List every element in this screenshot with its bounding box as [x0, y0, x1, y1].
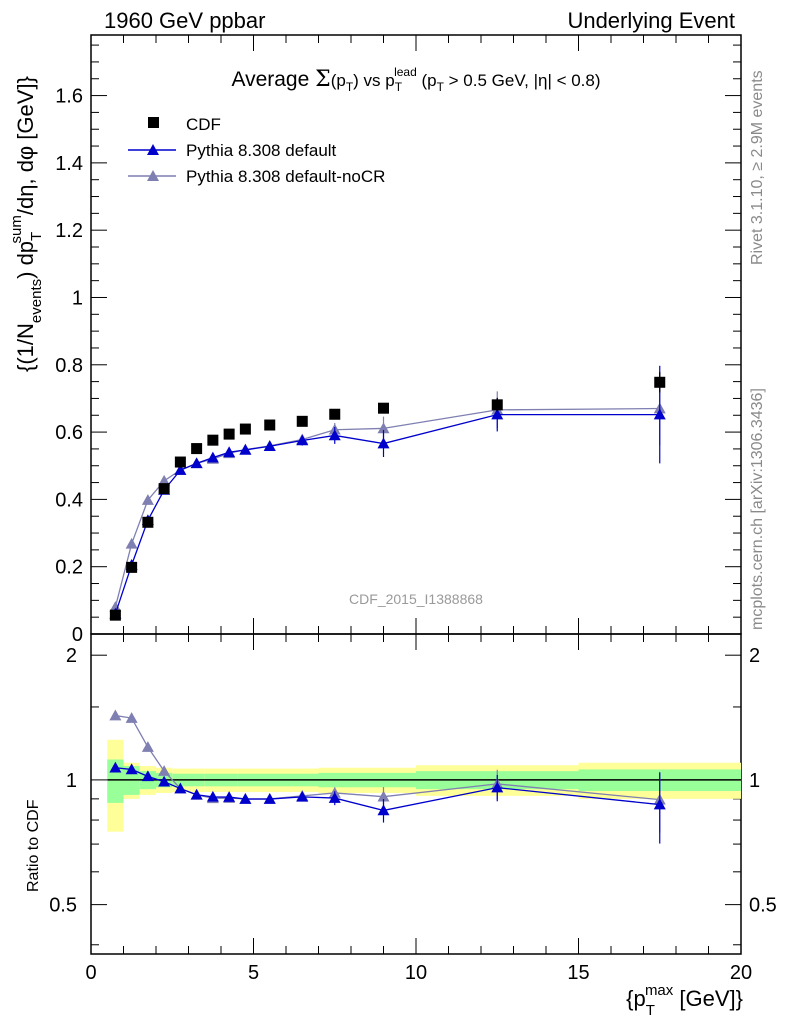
series-default-point	[491, 408, 504, 420]
ratio-series-default-point	[109, 761, 122, 773]
ratio-y-tick-label-right: 0.5	[749, 895, 777, 917]
data-point	[207, 434, 219, 446]
y-tick-label: 0.4	[55, 489, 83, 511]
series-nocr-point	[377, 422, 390, 434]
ratio-series-default-point	[223, 791, 236, 802]
legend-label-default: Pythia 8.308 default	[186, 141, 337, 160]
y-tick-label: 1	[72, 287, 83, 309]
ratio-series-nocr-point	[141, 741, 154, 752]
ratio-series-nocr-point	[109, 709, 122, 721]
series-default-point	[223, 446, 236, 458]
mcplots-label: mcplots.cern.ch [arXiv:1306.3436]	[749, 388, 766, 630]
series-default-point	[653, 408, 666, 420]
x-tick-label: 10	[405, 962, 427, 984]
ratio-series-default-point	[263, 793, 276, 804]
data-point	[174, 456, 186, 468]
series-default-point	[174, 464, 187, 475]
data-point	[378, 402, 389, 414]
series-nocr-point	[141, 494, 154, 505]
ratio-series-default-point	[296, 790, 309, 802]
series-default-point	[377, 437, 390, 449]
ratio-y-tick-label: 2	[66, 645, 77, 667]
analysis-watermark: CDF_2015_I1388868	[349, 591, 483, 607]
ratio-y-tick-label: 1	[66, 770, 77, 792]
ratio-series-default-point	[190, 788, 203, 800]
ratio-series-default-point	[125, 763, 138, 775]
data-point	[654, 376, 666, 388]
ratio-series-default-point	[206, 790, 219, 802]
legend-label-nocr: Pythia 8.308 default-noCR	[186, 167, 385, 186]
series-default-point	[239, 443, 252, 455]
data-point	[491, 399, 503, 411]
data-point	[191, 443, 203, 455]
series-default-point	[296, 434, 309, 446]
y-tick-label: 1.2	[55, 220, 83, 242]
plot-title: Average Σ(pT) vs pTlead (pT > 0.5 GeV, |…	[231, 65, 600, 94]
y-tick-label: 1.4	[55, 153, 83, 175]
y-tick-label: 0	[72, 624, 83, 646]
ratio-series-default-point	[653, 798, 666, 810]
rivet-version-label: Rivet 3.1.10, ≥ 2.9M events	[749, 70, 766, 265]
series-default-point	[328, 429, 341, 441]
ratio-y-tick-label: 0.5	[49, 895, 77, 917]
series-default-point	[206, 451, 219, 463]
series-default-point	[263, 440, 276, 452]
series-nocr-point	[125, 537, 138, 549]
main-ylabel: {(1/Nevents) dpTsum/dη, dφ [GeV]}	[8, 76, 45, 372]
ratio-series-default-point	[377, 804, 390, 816]
header-left: 1960 GeV ppbar	[104, 8, 265, 33]
data-point	[239, 423, 251, 435]
legend-label-cdf: CDF	[186, 115, 221, 134]
ratio-series-default-point	[328, 792, 341, 803]
main-layer	[109, 365, 666, 621]
series-nocr-line	[114, 407, 660, 608]
ratio-series-default-point	[239, 793, 252, 804]
y-tick-label: 0.2	[55, 557, 83, 579]
series-nocr-point	[158, 474, 171, 486]
series-nocr-point	[109, 601, 122, 612]
ratio-series-default-point	[141, 770, 154, 782]
data-point	[126, 561, 138, 573]
ratio-series-nocr-point	[377, 790, 390, 802]
x-axis-label: {pTmax [GeV]}	[626, 982, 743, 1019]
ratio-series-nocr-point	[125, 712, 138, 723]
data-point	[109, 609, 121, 621]
data-point	[158, 483, 170, 495]
x-tick-label: 20	[730, 962, 752, 984]
y-tick-label: 0.8	[55, 355, 83, 377]
ratio-series-default-point	[158, 775, 171, 787]
data-point	[142, 516, 154, 528]
x-tick-label: 0	[85, 962, 96, 984]
ratio-ylabel: Ratio to CDF	[25, 799, 42, 892]
x-tick-label: 5	[248, 962, 259, 984]
ratio-series-default-point	[491, 781, 504, 793]
data-point	[264, 419, 276, 431]
ratio-y-tick-label-right: 1	[749, 770, 760, 792]
x-tick-label: 15	[567, 962, 589, 984]
legend-marker-nocr	[147, 170, 159, 181]
ratio-series-default-point	[174, 782, 187, 794]
legend-marker-default	[147, 144, 159, 155]
y-tick-label: 0.6	[55, 422, 83, 444]
data-point	[296, 415, 308, 427]
ratio-series-nocr-point	[158, 765, 171, 776]
data-point	[329, 408, 341, 420]
ratio-layer	[107, 709, 741, 844]
header-right: Underlying Event	[567, 8, 735, 33]
legend-marker-cdf	[148, 117, 159, 128]
series-default-point	[190, 457, 203, 469]
ratio-y-tick-label-right: 2	[749, 645, 760, 667]
axes-group: 0 5 10 15 20 0 0.2 0.4 0.6 0.8 1 1.2 1.4 1.6 0.5 0.5 1 1 2…	[49, 35, 777, 984]
data-point	[223, 428, 235, 440]
legend: CDF Pythia 8.308 default Pythia 8.308 de…	[128, 115, 385, 186]
y-tick-label: 1.6	[55, 86, 83, 108]
